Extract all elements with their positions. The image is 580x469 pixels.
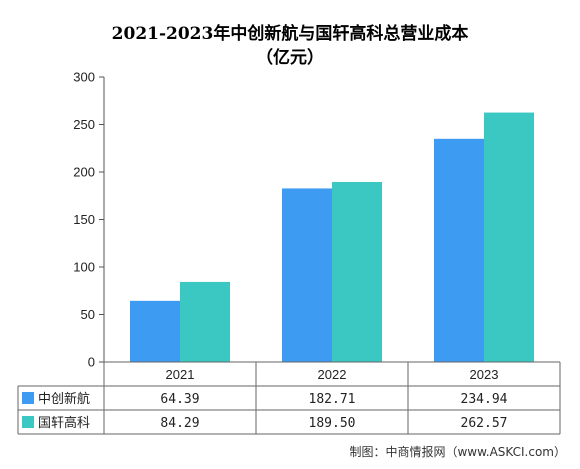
y-tick-label: 0 — [88, 355, 95, 370]
y-tick-label: 300 — [73, 70, 95, 85]
bar-国轩高科-2021 — [180, 281, 230, 362]
data-label-国轩高科-2023: 262.57 — [461, 416, 508, 431]
x-tick-label-2022: 2022 — [318, 367, 347, 382]
bar-中创新航-2023 — [434, 138, 484, 362]
source-note: 制图：中商情报网（www.ASKCI.com） — [349, 445, 566, 459]
y-tick-label: 150 — [73, 212, 95, 227]
bar-中创新航-2021 — [130, 300, 180, 362]
legend-swatch-国轩高科 — [22, 416, 34, 428]
x-tick-label-2021: 2021 — [166, 367, 195, 382]
chart-title-unit: （亿元） — [256, 48, 324, 68]
bar-中创新航-2022 — [282, 188, 332, 362]
y-tick-label: 200 — [73, 165, 95, 180]
data-label-中创新航-2021: 64.39 — [160, 392, 199, 407]
chart-title-main: 2021-2023年中创新航与国轩高科总营业成本 — [111, 24, 469, 44]
chart-title: 2021-2023年中创新航与国轩高科总营业成本 （亿元） — [0, 22, 580, 70]
data-label-中创新航-2023: 234.94 — [461, 392, 508, 407]
y-tick-label: 250 — [73, 117, 95, 132]
data-label-中创新航-2022: 182.71 — [309, 392, 356, 407]
legend-swatch-中创新航 — [22, 392, 34, 404]
y-tick-label: 100 — [73, 260, 95, 275]
x-tick-label-2023: 2023 — [470, 367, 499, 382]
bar-国轩高科-2022 — [332, 181, 382, 362]
legend-label-国轩高科: 国轩高科 — [38, 415, 90, 431]
y-tick-label: 50 — [81, 307, 95, 322]
data-label-国轩高科-2022: 189.50 — [309, 416, 356, 431]
legend-label-中创新航: 中创新航 — [38, 391, 90, 407]
bar-国轩高科-2023 — [484, 112, 534, 362]
data-label-国轩高科-2021: 84.29 — [160, 416, 199, 431]
